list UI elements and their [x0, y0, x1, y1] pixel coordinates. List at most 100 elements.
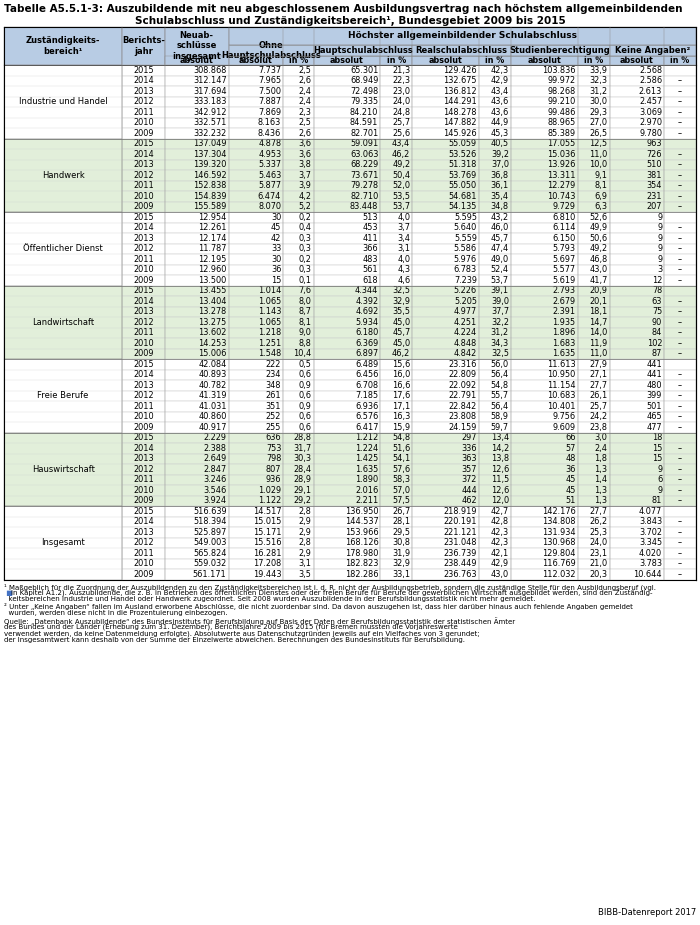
Text: 12.174: 12.174 — [198, 234, 227, 242]
Text: 12.195: 12.195 — [198, 254, 227, 264]
Text: –: – — [678, 203, 682, 211]
Bar — [610, 453, 664, 464]
Bar — [284, 306, 314, 317]
Text: 2.568: 2.568 — [639, 66, 662, 75]
Text: 2.457: 2.457 — [639, 97, 662, 106]
Text: 2,4: 2,4 — [299, 87, 312, 96]
Text: 15.006: 15.006 — [198, 350, 227, 358]
Text: 30: 30 — [271, 213, 281, 222]
Bar — [165, 306, 229, 317]
Text: 561.171: 561.171 — [193, 570, 227, 579]
Bar — [578, 65, 610, 76]
Bar — [229, 275, 284, 286]
Bar — [314, 233, 380, 243]
Text: 317.694: 317.694 — [193, 87, 227, 96]
Text: 1.890: 1.890 — [355, 475, 379, 485]
Text: 23.316: 23.316 — [449, 360, 477, 369]
Text: 1.251: 1.251 — [258, 339, 281, 348]
Text: verwendet werden, da keine Datenmeldung erfolgte). Absolutwerte aus Datenschutzg: verwendet werden, da keine Datenmeldung … — [4, 631, 480, 637]
Bar — [511, 464, 578, 475]
Bar — [165, 202, 229, 212]
Text: 411: 411 — [363, 234, 379, 242]
Text: 10.950: 10.950 — [547, 370, 575, 379]
Text: 2013: 2013 — [133, 454, 154, 463]
Bar — [165, 265, 229, 275]
Text: 2.970: 2.970 — [639, 118, 662, 128]
Text: 43,6: 43,6 — [491, 107, 509, 117]
Text: 5.559: 5.559 — [454, 234, 477, 242]
Bar — [314, 359, 380, 369]
Bar — [165, 485, 229, 496]
Text: 134.808: 134.808 — [542, 517, 575, 526]
Text: 33,1: 33,1 — [392, 570, 410, 579]
Text: 9,0: 9,0 — [299, 328, 312, 338]
Text: 59.091: 59.091 — [350, 140, 379, 148]
Text: 12.960: 12.960 — [198, 265, 227, 274]
Text: 261: 261 — [265, 391, 281, 401]
Bar — [412, 76, 479, 86]
Text: 510: 510 — [647, 160, 662, 169]
Text: 6.489: 6.489 — [355, 360, 379, 369]
Bar — [165, 191, 229, 202]
Bar — [165, 212, 229, 223]
Text: 525.897: 525.897 — [193, 528, 227, 536]
Text: 136.812: 136.812 — [443, 87, 477, 96]
Text: 144.537: 144.537 — [344, 517, 379, 526]
Bar — [122, 306, 165, 317]
Bar — [412, 86, 479, 96]
Text: –: – — [678, 475, 682, 485]
Text: 2013: 2013 — [133, 234, 154, 242]
Text: 42,8: 42,8 — [491, 517, 509, 526]
Bar — [511, 317, 578, 327]
Bar — [479, 76, 511, 86]
Text: 30: 30 — [271, 254, 281, 264]
Text: 2014: 2014 — [133, 76, 154, 85]
Text: 11.787: 11.787 — [198, 244, 227, 253]
Text: 73.671: 73.671 — [350, 171, 379, 179]
Text: 2,6: 2,6 — [299, 129, 312, 138]
Bar — [122, 107, 165, 117]
Bar — [314, 422, 380, 433]
Text: 45,0: 45,0 — [392, 318, 410, 327]
Text: 351: 351 — [266, 401, 281, 411]
Bar — [412, 475, 479, 485]
Bar — [479, 496, 511, 506]
Bar — [479, 412, 511, 422]
Text: 45,7: 45,7 — [491, 234, 509, 242]
Text: 222: 222 — [266, 360, 281, 369]
Text: 66: 66 — [565, 433, 575, 442]
Text: 1.014: 1.014 — [258, 286, 281, 295]
Text: 0,3: 0,3 — [299, 265, 312, 274]
Text: 84.591: 84.591 — [350, 118, 379, 128]
Text: 4.077: 4.077 — [639, 507, 662, 516]
Text: 2,4: 2,4 — [299, 97, 312, 106]
Bar — [479, 275, 511, 286]
Text: 1.635: 1.635 — [552, 350, 575, 358]
Bar — [314, 506, 380, 516]
Bar — [380, 233, 412, 243]
Text: 2009: 2009 — [134, 276, 154, 285]
Text: 56,0: 56,0 — [491, 360, 509, 369]
Text: Schulabschluss und Zuständigkeitsbereich¹, Bundesgebiet 2009 bis 2015: Schulabschluss und Zuständigkeitsbereich… — [134, 16, 566, 26]
Bar — [284, 327, 314, 338]
Bar — [314, 96, 380, 107]
Bar — [412, 464, 479, 475]
Bar — [284, 159, 314, 170]
Text: 12,6: 12,6 — [491, 464, 509, 474]
Bar — [380, 223, 412, 233]
Bar — [578, 317, 610, 327]
Text: –: – — [678, 486, 682, 495]
Bar — [479, 107, 511, 117]
Bar — [479, 338, 511, 349]
Text: 2012: 2012 — [133, 318, 154, 327]
Text: 2.649: 2.649 — [203, 454, 227, 463]
Bar — [610, 380, 664, 390]
Bar — [412, 453, 479, 464]
Bar — [610, 475, 664, 485]
Bar — [122, 527, 165, 537]
Bar — [412, 433, 479, 443]
Bar — [122, 422, 165, 433]
Text: 12,6: 12,6 — [491, 486, 509, 495]
Bar — [664, 86, 696, 96]
Bar — [314, 380, 380, 390]
